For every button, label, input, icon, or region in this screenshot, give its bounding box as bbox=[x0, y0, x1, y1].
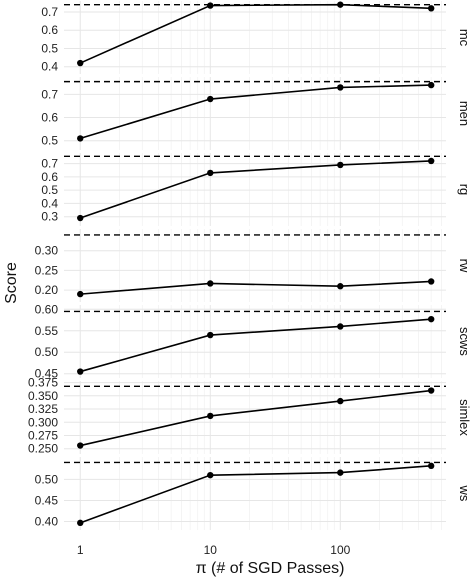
x-tick-label: 10 bbox=[204, 543, 218, 557]
series-line-scws bbox=[80, 318, 432, 373]
data-point bbox=[77, 442, 84, 449]
y-tick-label: 0.5 bbox=[41, 134, 58, 148]
data-point bbox=[337, 1, 344, 8]
series-line-men bbox=[80, 84, 432, 140]
y-tick-label: 0.45 bbox=[35, 493, 59, 507]
data-point bbox=[207, 471, 214, 479]
data-point bbox=[427, 81, 435, 89]
y-tick-label: 0.20 bbox=[35, 283, 59, 297]
panel-mc: 0.4 0.5 0.6 0.7 mc bbox=[41, 1, 472, 74]
y-tick-label: 0.7 bbox=[41, 87, 58, 101]
y-tick-label: 0.4 bbox=[41, 60, 58, 74]
y-tick-label: 0.25 bbox=[35, 263, 59, 277]
data-point bbox=[207, 95, 214, 103]
data-point bbox=[77, 59, 84, 67]
panel-label-ws: ws bbox=[457, 485, 472, 502]
series-line-ws bbox=[79, 465, 432, 524]
panel-label-scws: scws bbox=[457, 327, 472, 356]
data-point bbox=[337, 397, 344, 405]
y-tick-label: 0.55 bbox=[35, 324, 59, 338]
x-tick-label: 100 bbox=[330, 543, 350, 557]
data-point bbox=[337, 323, 344, 330]
data-point bbox=[427, 278, 435, 285]
data-point bbox=[77, 290, 84, 298]
data-point bbox=[337, 469, 344, 476]
data-point bbox=[207, 169, 214, 177]
y-tick-label: 0.50 bbox=[35, 472, 59, 486]
y-tick-label: 0.50 bbox=[35, 345, 59, 359]
data-point bbox=[337, 283, 344, 290]
y-tick-label: 0.375 bbox=[28, 376, 58, 390]
y-tick-label: 0.350 bbox=[28, 389, 58, 403]
y-tick-label: 0.5 bbox=[41, 183, 58, 197]
data-point bbox=[77, 214, 84, 222]
y-tick-label: 0.6 bbox=[41, 170, 58, 184]
y-tick-label: 0.6 bbox=[41, 23, 58, 37]
data-point bbox=[77, 368, 84, 375]
data-point bbox=[427, 462, 435, 470]
panel-rg: 0.30.40.50.60.7 rg bbox=[41, 153, 472, 226]
data-point bbox=[427, 315, 435, 323]
series-line-rg bbox=[79, 160, 432, 219]
data-point bbox=[77, 519, 84, 527]
y-tick-label: 0.40 bbox=[35, 515, 59, 529]
data-point bbox=[207, 2, 214, 9]
y-tick-label: 0.275 bbox=[28, 428, 58, 442]
x-tick-label: 1 bbox=[77, 543, 84, 557]
y-axis-title: Score bbox=[3, 262, 20, 304]
series-line-mc bbox=[79, 3, 432, 64]
data-point bbox=[207, 412, 214, 420]
y-tick-label: 0.7 bbox=[41, 157, 58, 171]
y-tick-label: 0.325 bbox=[28, 402, 58, 416]
y-tick-label: 0.3 bbox=[41, 210, 58, 224]
y-tick-label: 0.300 bbox=[28, 415, 58, 429]
x-axis: 1 10 100 bbox=[77, 543, 351, 557]
data-point bbox=[77, 135, 84, 142]
panel-label-simlex: simlex bbox=[457, 399, 472, 436]
panel-ws: 0.40 0.45 0.50 ws bbox=[35, 457, 472, 530]
panel-label-men: men bbox=[457, 101, 472, 126]
panel-scws: 0.45 0.50 0.55 0.60 scws bbox=[35, 302, 472, 380]
y-tick-label: 0.7 bbox=[41, 5, 58, 19]
data-point bbox=[427, 5, 435, 12]
panel-label-rw: rw bbox=[457, 259, 472, 273]
data-point bbox=[337, 84, 344, 91]
y-tick-label: 0.4 bbox=[41, 196, 58, 210]
data-point bbox=[337, 161, 344, 169]
panel-label-mc: mc bbox=[457, 29, 472, 47]
y-tick-label: 0.45 bbox=[35, 367, 59, 381]
data-point bbox=[427, 157, 435, 165]
chart-panels: 0.40.50.60.7mc0.50.60.7men0.30.40.50.60.… bbox=[28, 1, 472, 530]
y-tick-label: 0.5 bbox=[41, 41, 58, 55]
y-tick-label: 0.60 bbox=[35, 302, 59, 316]
series-line-simlex bbox=[80, 389, 432, 447]
data-point bbox=[207, 280, 214, 287]
y-tick-label: 0.30 bbox=[35, 244, 59, 258]
panel-men: 0.5 0.6 0.7 men bbox=[41, 77, 472, 150]
data-point bbox=[207, 331, 214, 339]
series-line-rw bbox=[80, 280, 432, 295]
y-tick-label: 0.250 bbox=[28, 442, 58, 456]
panel-rw: 0.20 0.25 0.30 rw bbox=[35, 229, 472, 302]
data-point bbox=[427, 387, 435, 394]
x-axis-title: π (# of SGD Passes) bbox=[196, 560, 345, 577]
panel-label-rg: rg bbox=[457, 184, 472, 196]
y-tick-label: 0.6 bbox=[41, 111, 58, 125]
